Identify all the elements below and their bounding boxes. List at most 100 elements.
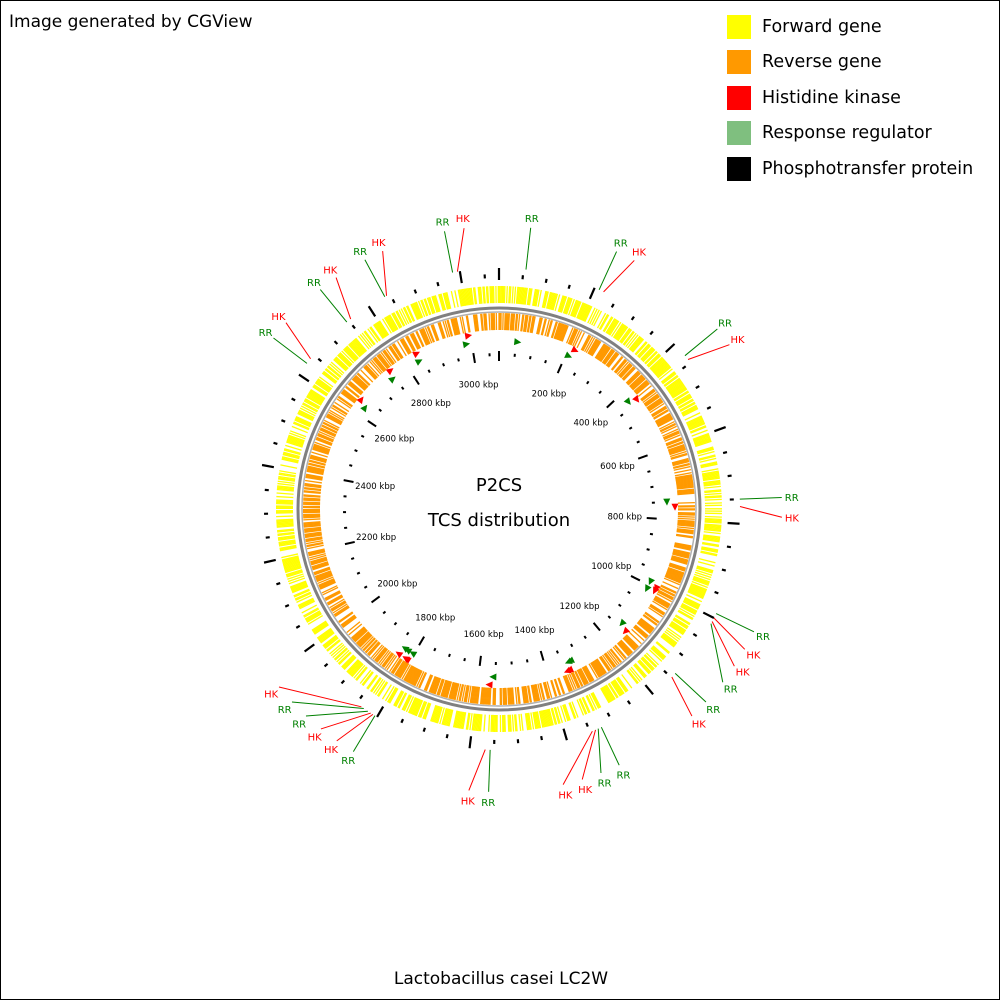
outer-minor-tick	[333, 340, 339, 345]
forward-gene	[410, 697, 419, 715]
forward-gene	[607, 319, 618, 335]
forward-gene	[633, 663, 647, 678]
reverse-gene	[303, 523, 321, 527]
reverse-gene	[594, 659, 605, 676]
reverse-gene	[354, 629, 368, 643]
forward-gene	[294, 418, 311, 427]
ruler-label: 1200 kbp	[560, 602, 600, 612]
reverse-gene	[634, 381, 649, 394]
forward-gene	[626, 334, 639, 349]
reverse-gene	[322, 421, 339, 431]
forward-gene	[533, 289, 538, 307]
reverse-gene	[428, 676, 436, 693]
reverse-gene	[319, 428, 336, 437]
outer-minor-tick	[721, 568, 727, 572]
forward-gene	[539, 710, 545, 728]
forward-gene	[304, 610, 321, 620]
forward-gene	[276, 519, 294, 523]
reverse-gene	[555, 322, 562, 340]
forward-gene	[637, 344, 651, 358]
forward-gene	[333, 359, 347, 372]
forward-gene	[397, 692, 407, 709]
forward-gene	[356, 667, 368, 681]
forward-gene	[703, 483, 721, 487]
forward-gene	[398, 309, 408, 326]
forward-gene	[283, 560, 300, 567]
reverse-gene	[338, 611, 353, 623]
reverse-gene	[666, 570, 684, 578]
forward-gene	[704, 498, 722, 501]
reverse-gene	[353, 628, 367, 641]
reverse-gene	[536, 317, 542, 335]
forward-gene	[335, 356, 349, 369]
reverse-gene	[383, 350, 395, 365]
forward-gene	[702, 536, 720, 541]
reverse-gene	[607, 353, 620, 368]
reverse-gene	[382, 350, 394, 366]
forward-gene	[511, 286, 514, 304]
forward-gene	[588, 693, 598, 710]
reverse-gene	[676, 485, 694, 489]
label-leader-line	[336, 713, 374, 742]
reverse-gene	[305, 537, 323, 542]
reverse-gene	[471, 686, 476, 704]
reverse-gene	[317, 434, 334, 443]
reverse-gene	[485, 687, 488, 705]
forward-gene	[359, 669, 372, 684]
forward-gene	[700, 551, 718, 557]
forward-gene	[703, 479, 721, 484]
forward-gene	[431, 705, 438, 722]
reverse-gene	[676, 528, 694, 532]
forward-gene	[276, 488, 294, 492]
reverse-gene	[487, 687, 490, 705]
reverse-gene	[574, 670, 584, 687]
ruler-major-tick	[367, 420, 377, 428]
reverse-gene	[655, 414, 672, 424]
forward-gene	[324, 637, 339, 650]
reverse-gene	[320, 427, 337, 436]
forward-gene	[286, 439, 304, 446]
reverse-gene	[424, 674, 433, 691]
reverse-gene	[321, 425, 338, 434]
reverse-gene	[383, 653, 395, 668]
forward-gene	[285, 569, 303, 576]
forward-gene	[686, 417, 703, 426]
forward-gene	[675, 394, 691, 405]
reverse-gene	[666, 571, 683, 579]
forward-gene	[336, 649, 350, 663]
reverse-gene	[316, 574, 333, 583]
forward-gene	[689, 586, 706, 594]
reverse-gene	[413, 669, 422, 686]
reverse-gene	[305, 476, 323, 481]
forward-gene	[643, 654, 657, 668]
reverse-gene	[362, 637, 376, 651]
forward-gene	[354, 338, 367, 353]
reverse-gene	[319, 579, 336, 588]
forward-gene	[389, 314, 399, 330]
reverse-gene	[569, 328, 578, 345]
forward-gene	[439, 707, 445, 725]
forward-gene	[698, 557, 716, 564]
rr-label: RR	[706, 705, 720, 716]
forward-gene	[278, 475, 296, 480]
ruler-minor-tick	[617, 603, 622, 608]
reverse-gene	[303, 490, 321, 494]
reverse-gene	[630, 376, 645, 390]
forward-gene	[688, 588, 705, 596]
reverse-gene	[672, 552, 690, 558]
label-leader-line	[674, 673, 707, 703]
reverse-gene	[310, 455, 327, 462]
forward-gene	[407, 305, 416, 322]
reverse-gene	[584, 665, 594, 682]
ruler-minor-tick	[641, 562, 645, 566]
forward-gene	[394, 690, 404, 707]
forward-gene	[608, 682, 619, 698]
reverse-gene	[356, 631, 370, 645]
forward-gene	[628, 335, 641, 350]
forward-gene	[697, 450, 715, 457]
forward-gene	[696, 446, 714, 453]
forward-gene	[476, 713, 480, 731]
forward-gene	[613, 323, 625, 339]
reverse-gene	[483, 313, 486, 331]
reverse-gene	[677, 521, 695, 525]
